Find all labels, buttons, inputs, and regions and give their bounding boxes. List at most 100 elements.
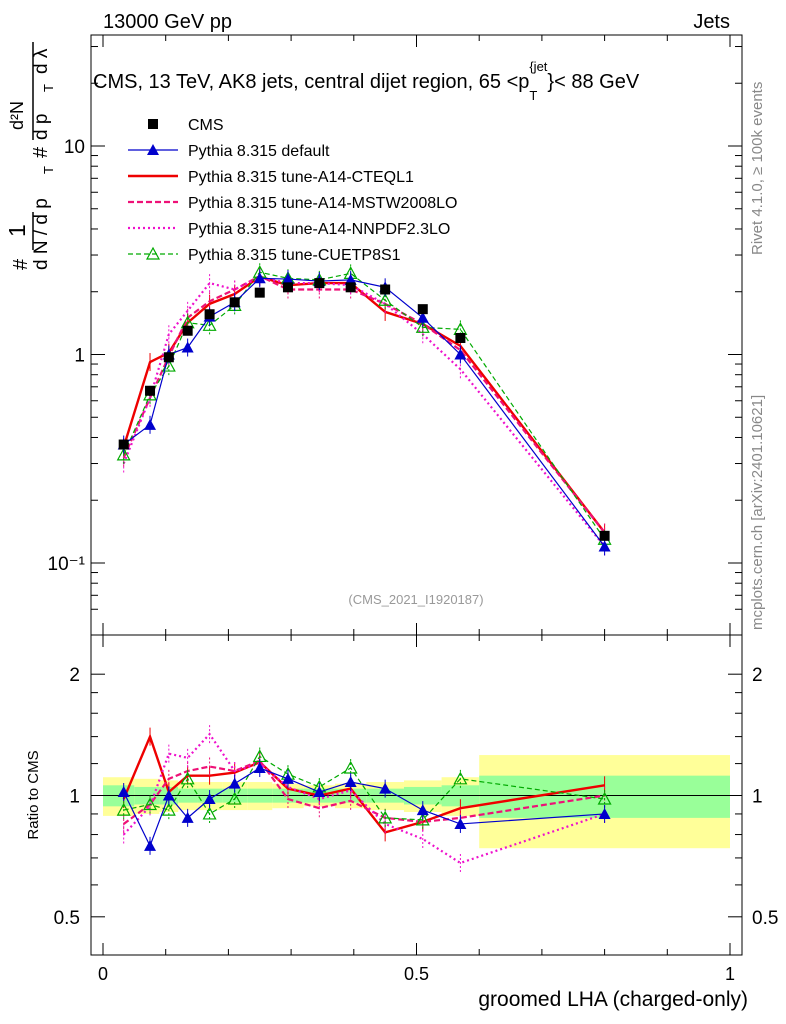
- legend-label: Pythia 8.315 default: [188, 143, 330, 160]
- main-default-point: [181, 341, 194, 353]
- ratio-default-point: [228, 777, 241, 789]
- main-default-point: [144, 418, 157, 430]
- ratio-default-point: [379, 782, 392, 794]
- svg-text:#: #: [10, 258, 32, 270]
- header-left: 13000 GeV pp: [103, 11, 232, 33]
- ratio-default-point: [281, 772, 294, 784]
- main-default-point: [253, 272, 266, 284]
- ratio-default-point: [162, 789, 175, 801]
- legend-swatch-marker: [145, 246, 161, 260]
- ratio-y-tick-label-right: 1: [752, 787, 763, 808]
- ratio-ylabel: Ratio to CMS: [25, 750, 42, 839]
- main-series: [116, 263, 612, 556]
- ratio-default-point: [253, 762, 266, 774]
- main-cuetp8s1-point: [202, 318, 217, 331]
- main-cuetp8s1-point: [415, 320, 430, 333]
- ratio-cuetp8s1-point: [116, 802, 131, 816]
- legend-label: CMS: [188, 117, 224, 134]
- x-tick-label: 1: [725, 964, 735, 984]
- ratio-cuetp8s1-point: [161, 802, 176, 816]
- ratio-cuetp8s1-point: [143, 797, 158, 811]
- ratio-default-point: [313, 786, 326, 798]
- main-cms-point: [380, 284, 391, 295]
- svg-text:d²N: d²N: [7, 101, 27, 130]
- svg-text:1: 1: [4, 224, 30, 237]
- main-mstw-line: [122, 274, 606, 534]
- main-cms-point: [282, 282, 293, 293]
- legend-label: Pythia 8.315 tune-A14-NNPDF2.3LO: [188, 221, 450, 238]
- plot-title: CMS, 13 TeV, AK8 jets, central dijet reg…: [93, 59, 640, 103]
- main-cms-point: [182, 325, 193, 336]
- header-right: Jets: [693, 11, 730, 33]
- svg-text:d λ: d λ: [31, 48, 52, 74]
- main-cteql1-line: [122, 275, 606, 534]
- svg-text:#: #: [30, 146, 52, 158]
- ratio-default-point: [416, 804, 429, 816]
- legend-label: Pythia 8.315 tune-CUETP8S1: [188, 247, 401, 264]
- ratio-default-point: [454, 817, 467, 829]
- ratio-series: [116, 725, 612, 872]
- svg-text:d p: d p: [31, 114, 52, 140]
- ratio-y-tick-label-right: 0.5: [752, 908, 778, 929]
- main-cms-point: [229, 297, 240, 308]
- y-tick-label: 10: [64, 137, 85, 158]
- ratio-default-point: [203, 793, 216, 805]
- main-cms-point: [145, 385, 156, 396]
- mcplots-reference-label: mcplots.cern.ch [arXiv:2401.10621]: [749, 395, 766, 630]
- ratio-cuetp8s1-point: [202, 806, 217, 820]
- svg-text:T: T: [41, 84, 56, 92]
- ratio-default-point: [181, 811, 194, 823]
- legend-swatch-marker: [147, 144, 159, 155]
- main-default-line: [123, 277, 606, 547]
- ratio-cuetp8s1-point: [343, 760, 358, 774]
- legend-label: Pythia 8.315 tune-A14-MSTW2008LO: [188, 195, 457, 212]
- svg-text:d N / d p: d N / d p: [31, 198, 52, 270]
- ratio-cuetp8s1-point: [415, 812, 430, 826]
- ratio-cuetp8s1-line: [123, 755, 605, 821]
- main-cuetp8s1-point: [116, 447, 131, 461]
- rivet-version-label: Rivet 4.1.0, ≥ 100k events: [749, 82, 766, 255]
- main-cms-point: [599, 530, 610, 541]
- main-default-point: [281, 273, 294, 285]
- main-cms-point: [204, 309, 215, 320]
- ratio-nnpdf-line: [122, 732, 605, 865]
- ratio-cuetp8s1-point: [453, 771, 468, 785]
- main-cms-point: [455, 332, 466, 343]
- main-default-point: [416, 311, 429, 323]
- main-cms-point: [254, 287, 265, 298]
- main-cms-point: [163, 352, 174, 363]
- x-tick-label: 0.5: [404, 964, 429, 984]
- uncertainty-bands: [91, 755, 742, 849]
- legend-label: Pythia 8.315 tune-A14-CTEQL1: [188, 169, 414, 186]
- main-default-point: [598, 540, 611, 552]
- xlabel: groomed LHA (charged-only): [478, 988, 748, 1011]
- legend-swatch-cms: [148, 119, 158, 129]
- ratio-default-point: [144, 839, 157, 851]
- ratio-cuetp8s1-point: [227, 791, 242, 805]
- main-default-point: [344, 273, 357, 285]
- ratio-y-tick-label-right: 2: [752, 665, 763, 686]
- ratio-cuetp8s1-point: [378, 810, 393, 824]
- main-ylabel: # 1 d N / d p T # d²N d p T d λ: [4, 42, 56, 270]
- ratio-cuetp8s1-point: [597, 791, 612, 805]
- main-cms-point: [417, 304, 428, 315]
- ratio-y-tick-label: 2: [69, 665, 80, 686]
- ratio-default-point: [598, 807, 611, 819]
- x-tick-label: 0: [98, 964, 108, 984]
- main-cms-point: [345, 282, 356, 293]
- ratio-mstw-line: [123, 759, 605, 825]
- main-cms-point: [118, 439, 129, 450]
- y-tick-label: 10⁻¹: [48, 554, 86, 575]
- legend: CMS Pythia 8.315 default Pythia 8.315 tune…: [128, 117, 457, 264]
- svg-text:T: T: [41, 166, 56, 174]
- ratio-default-point: [117, 786, 130, 798]
- main-default-point: [454, 348, 467, 360]
- ratio-y-tick-label: 0.5: [54, 908, 80, 929]
- main-nnpdf-line: [122, 275, 606, 548]
- ratio-y-tick-label: 1: [69, 787, 80, 808]
- main-cuetp8s1-point: [378, 293, 393, 306]
- main-cms-point: [314, 278, 325, 289]
- axes: 0 0.5 1 10⁻¹ 1 10 0.5 0.5 1 1 2 2: [48, 35, 778, 984]
- analysis-id: (CMS_2021_I1920187): [348, 592, 483, 607]
